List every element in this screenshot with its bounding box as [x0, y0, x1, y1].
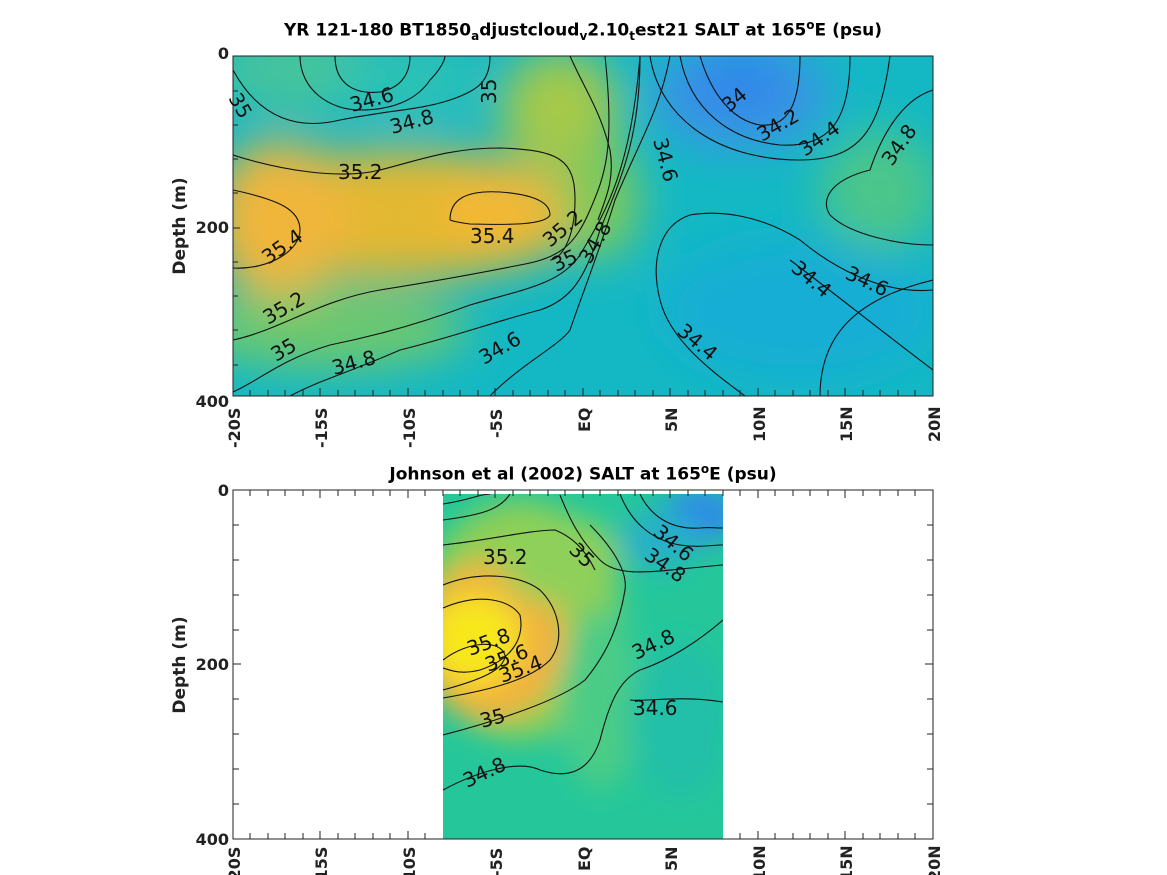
y-tick-label: 0 [218, 44, 229, 63]
frame-ticks-top [249, 388, 916, 396]
x-tick-label: -20S [225, 847, 244, 875]
y-tick-label: 200 [196, 218, 229, 237]
x-tick-label: -5S [487, 848, 506, 875]
heatmap-field-bottom [443, 494, 723, 839]
x-tick-label: -10S [400, 408, 419, 448]
contour-lines-bottom [443, 494, 723, 791]
x-axis-top: -20S -15S -10S -5S EQ 5N 10N 15N 20N [225, 406, 944, 448]
y-axis-label-bottom: Depth (m) [170, 616, 190, 714]
x-tick-label: 5N [662, 846, 681, 871]
y-tick-label: 0 [218, 481, 229, 500]
chart-title-top: YR 121-180 BT1850adjustcloudv2.10test21 … [284, 18, 882, 44]
x-tick-label: 10N [750, 845, 769, 875]
y-tick-label: 400 [196, 830, 229, 849]
x-tick-label: 20N [925, 406, 944, 442]
x-axis-bottom: -20S -15S -10S -5S EQ 5N 10N 15N 20N [225, 845, 944, 875]
x-tick-label: -15S [312, 847, 331, 875]
heatmap-field-top [233, 56, 933, 396]
y-tick-label: 200 [196, 655, 229, 674]
x-tick-label: -5S [487, 409, 506, 438]
y-axis-top: 0 200 400 [196, 44, 240, 411]
x-tick-label: 20N [925, 845, 944, 875]
x-tick-label: EQ [575, 846, 594, 871]
contour-label: 35.4 [470, 224, 515, 248]
x-tick-label: -10S [400, 847, 419, 875]
contour-label: 35.2 [483, 545, 528, 569]
x-tick-label: -20S [225, 408, 244, 448]
contour-lines-top [233, 56, 933, 396]
x-tick-label: 15N [837, 406, 856, 442]
x-tick-label: 5N [662, 407, 681, 432]
x-tick-label: 15N [837, 845, 856, 875]
contour-label: 35 [477, 79, 501, 104]
x-tick-label: 10N [750, 406, 769, 442]
chart-title-bottom: Johnson et al (2002) SALT at 165oE (psu) [389, 462, 777, 485]
contour-label: 35.2 [338, 160, 383, 184]
y-tick-label: 400 [196, 392, 229, 411]
contour-label: 34.6 [633, 696, 678, 720]
frame-ticks-bottom [233, 490, 933, 839]
x-tick-label: EQ [575, 407, 594, 432]
y-axis-bottom: 0 200 400 [196, 481, 229, 849]
x-tick-label: -15S [312, 408, 331, 448]
